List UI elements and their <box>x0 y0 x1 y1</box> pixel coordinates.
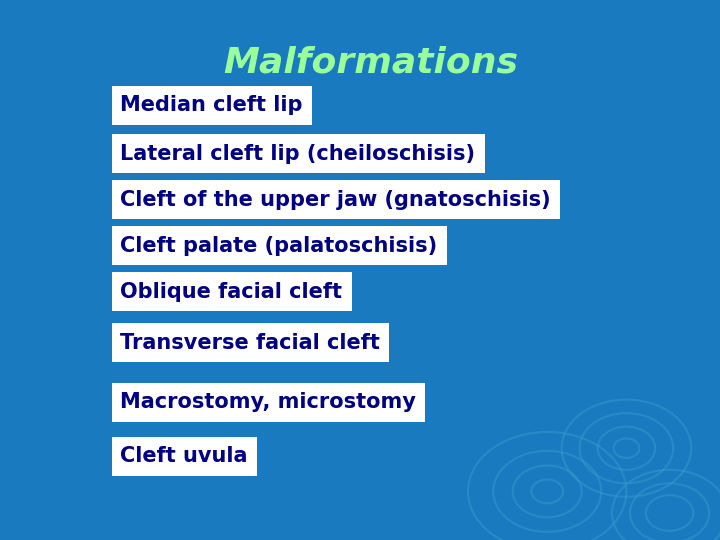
Text: Oblique facial cleft: Oblique facial cleft <box>120 281 342 302</box>
Text: Macrostomy, microstomy: Macrostomy, microstomy <box>120 392 416 413</box>
Text: Cleft of the upper jaw (gnatoschisis): Cleft of the upper jaw (gnatoschisis) <box>120 190 551 210</box>
Text: Median cleft lip: Median cleft lip <box>120 95 302 116</box>
FancyBboxPatch shape <box>112 226 446 265</box>
FancyBboxPatch shape <box>112 437 257 476</box>
FancyBboxPatch shape <box>112 383 426 422</box>
Text: Malformations: Malformations <box>223 46 518 80</box>
Text: Cleft palate (palatoschisis): Cleft palate (palatoschisis) <box>120 235 437 256</box>
FancyBboxPatch shape <box>112 323 390 362</box>
FancyBboxPatch shape <box>112 272 351 311</box>
Text: Cleft uvula: Cleft uvula <box>120 446 248 467</box>
FancyBboxPatch shape <box>112 180 560 219</box>
Text: Lateral cleft lip (cheiloschisis): Lateral cleft lip (cheiloschisis) <box>120 144 475 164</box>
FancyBboxPatch shape <box>112 86 312 125</box>
Text: Transverse facial cleft: Transverse facial cleft <box>120 333 380 353</box>
FancyBboxPatch shape <box>112 134 485 173</box>
